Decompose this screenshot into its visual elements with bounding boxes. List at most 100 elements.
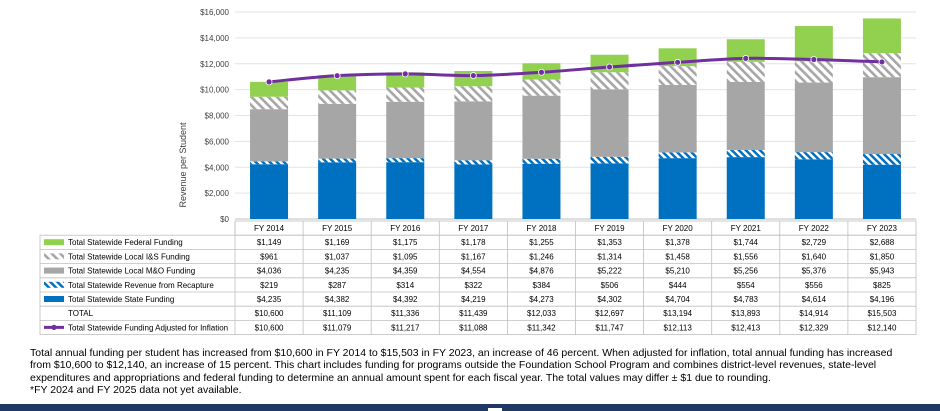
bar-total-statewide-local-i-s-funding <box>318 90 357 104</box>
y-tick-label: $2,000 <box>205 189 230 198</box>
bar-total-statewide-local-m-o-funding <box>522 95 561 159</box>
x-tick-label: FY 2016 <box>390 224 421 233</box>
x-tick-label: FY 2020 <box>663 224 694 233</box>
data-label: $13,194 <box>663 309 692 318</box>
bar-total-statewide-federal-funding <box>862 18 901 54</box>
data-label: $1,353 <box>597 238 622 247</box>
bar-total-statewide-revenue-from-recapture <box>794 152 833 160</box>
data-label: $5,210 <box>665 267 690 276</box>
y-tick-label: $4,000 <box>205 163 230 172</box>
legend-key-total-statewide-funding-adjusted-for-inflation <box>44 324 64 330</box>
data-label: $1,458 <box>665 252 690 261</box>
inflation-line-point <box>674 58 682 66</box>
bar-total-statewide-state-funding <box>454 164 493 219</box>
data-label: $4,359 <box>393 267 418 276</box>
bar-total-statewide-revenue-from-recapture <box>454 160 493 165</box>
data-label: $4,783 <box>734 295 759 304</box>
bar-total-statewide-revenue-from-recapture <box>590 156 629 164</box>
bar-total-statewide-local-i-s-funding <box>590 72 629 90</box>
data-label: $1,246 <box>529 252 554 261</box>
data-label: $1,556 <box>734 252 759 261</box>
bar-total-statewide-local-i-s-funding <box>658 66 697 85</box>
data-label: $961 <box>260 252 278 261</box>
legend-swatch <box>44 253 64 260</box>
legend-key-total-statewide-state-funding <box>44 296 64 302</box>
x-tick-label: FY 2018 <box>526 224 557 233</box>
data-label: $554 <box>737 281 755 290</box>
bar-total-statewide-local-m-o-funding <box>794 82 833 153</box>
data-label: $11,088 <box>459 323 488 332</box>
data-label: $11,109 <box>323 309 352 318</box>
data-label: $13,893 <box>731 309 760 318</box>
data-label: $4,235 <box>325 267 350 276</box>
data-label: $11,336 <box>391 309 420 318</box>
data-label: $11,079 <box>323 323 352 332</box>
bar-total-statewide-local-i-s-funding <box>726 61 765 82</box>
inflation-line-path <box>268 56 883 84</box>
bar-total-statewide-local-m-o-funding <box>862 77 901 155</box>
bar-total-statewide-local-i-s-funding <box>522 79 561 96</box>
caption: Total annual funding per student has inc… <box>30 347 910 397</box>
data-label: $4,196 <box>870 295 895 304</box>
data-label: $5,256 <box>734 267 759 276</box>
bar-total-statewide-revenue-from-recapture <box>862 154 901 165</box>
bar-total-statewide-revenue-from-recapture <box>386 158 425 163</box>
data-label: $1,167 <box>461 252 486 261</box>
inflation-line-point <box>333 72 341 80</box>
x-tick-label: FY 2019 <box>594 224 625 233</box>
bar-total-statewide-state-funding <box>726 157 765 219</box>
legend-swatch <box>44 267 64 274</box>
bar-total-statewide-local-i-s-funding <box>386 87 425 102</box>
data-label: $506 <box>601 281 619 290</box>
footer-notch <box>488 408 502 411</box>
bar-total-statewide-local-i-s-funding <box>250 96 289 110</box>
data-label: $10,600 <box>255 309 284 318</box>
bar-total-statewide-state-funding <box>522 163 561 219</box>
data-label: $12,413 <box>731 323 760 332</box>
x-tick-label: FY 2023 <box>867 224 898 233</box>
data-label: $4,704 <box>665 295 690 304</box>
data-label: $1,169 <box>325 238 350 247</box>
legend-line-marker <box>51 324 57 330</box>
bar-total-statewide-local-m-o-funding <box>318 103 357 159</box>
data-label: $1,037 <box>325 252 350 261</box>
data-label: $10,600 <box>255 323 284 332</box>
bar-total-statewide-revenue-from-recapture <box>726 149 765 158</box>
chart: $0 $2,000 $4,000 $6,000 $8,000 $10,000 $12,000… <box>39 8 917 335</box>
data-label: $4,036 <box>257 267 282 276</box>
data-label: $11,747 <box>595 323 624 332</box>
x-tick-label: FY 2017 <box>458 224 489 233</box>
data-label: $14,914 <box>799 309 828 318</box>
bar-total-statewide-local-m-o-funding <box>726 81 765 150</box>
bar-total-statewide-federal-funding <box>318 75 357 91</box>
stacked-bars <box>250 18 901 219</box>
inflation-line-point <box>878 58 886 66</box>
data-label: $2,688 <box>870 238 895 247</box>
inflation-line-point <box>538 68 545 76</box>
data-label: $556 <box>805 281 823 290</box>
bar-total-statewide-revenue-from-recapture <box>318 158 357 163</box>
data-label: $287 <box>328 281 346 290</box>
data-label: $12,329 <box>799 323 828 332</box>
data-label: $825 <box>873 281 891 290</box>
x-tick-label: FY 2015 <box>322 224 353 233</box>
table-frame <box>39 234 917 335</box>
data-label: $1,149 <box>257 238 282 247</box>
data-table: FY 2014 FY 2015 FY 2016 FY 2017 FY 2018 FY 20… <box>39 220 917 335</box>
data-label: $1,744 <box>734 238 759 247</box>
caption-summary: Total annual funding per student has inc… <box>30 347 893 384</box>
bar-total-statewide-local-m-o-funding <box>250 109 289 162</box>
y-tick-label: $6,000 <box>205 137 230 146</box>
data-label: $4,876 <box>529 267 554 276</box>
legend-total-statewide-federal-funding: Total Statewide Federal Funding <box>68 238 183 247</box>
legend-total-statewide-revenue-from-recapture: Total Statewide Revenue from Recapture <box>68 281 214 290</box>
inflation-line-point <box>606 63 613 71</box>
legend-total: TOTAL <box>68 309 94 318</box>
legend-swatch <box>44 239 64 246</box>
data-label: $1,640 <box>802 252 827 261</box>
data-label: $1,850 <box>870 252 895 261</box>
legend-swatch <box>44 281 64 288</box>
data-label: $1,175 <box>393 238 418 247</box>
data-label: $11,217 <box>391 323 420 332</box>
data-label: $1,095 <box>393 252 418 261</box>
